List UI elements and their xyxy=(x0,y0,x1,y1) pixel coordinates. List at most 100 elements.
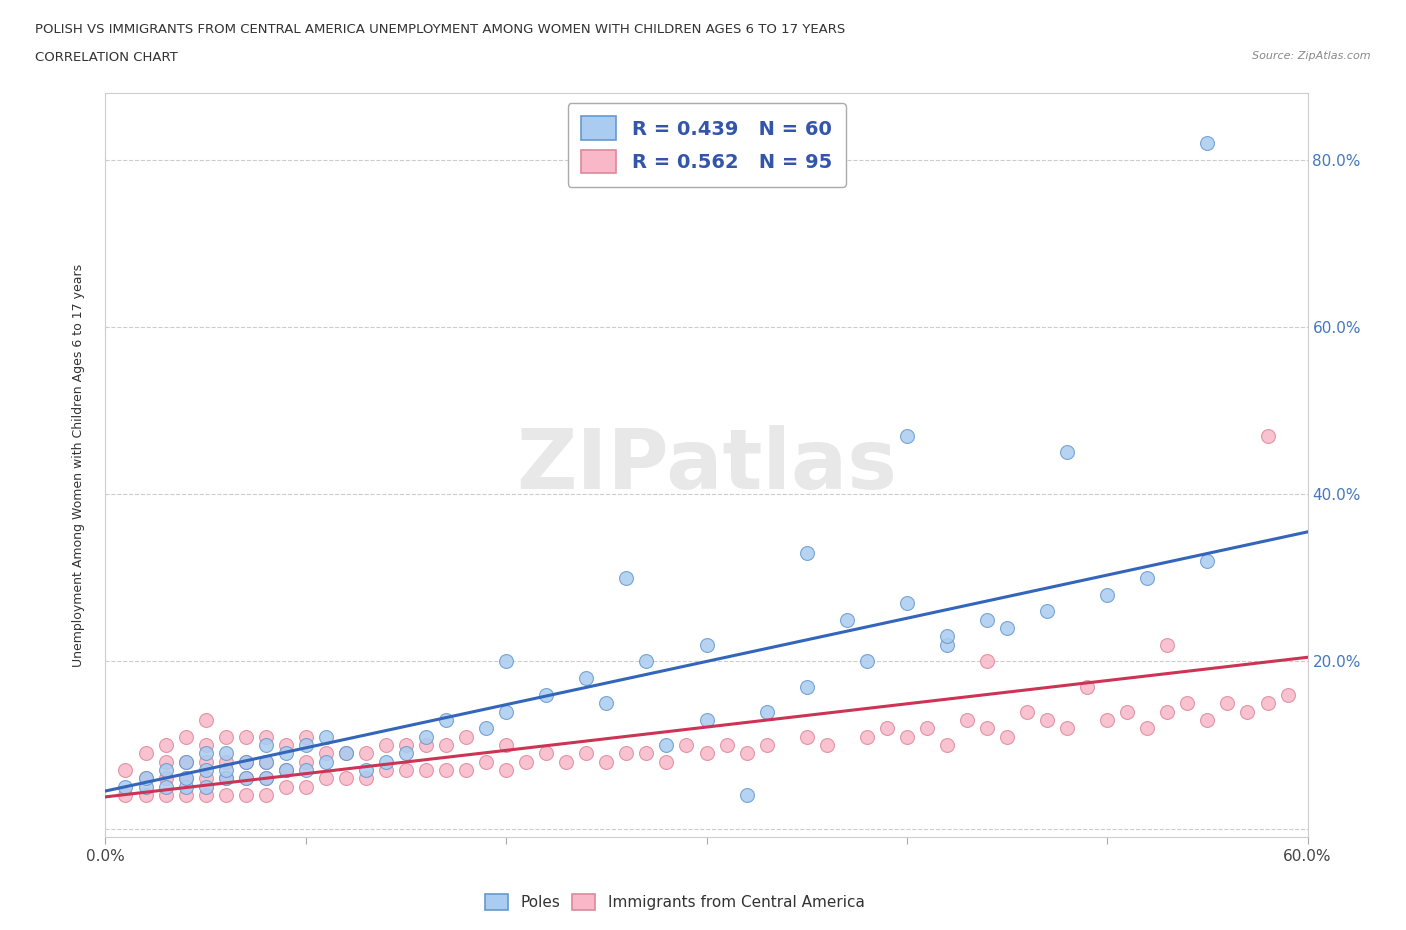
Point xyxy=(1136,721,1159,736)
Point xyxy=(274,746,297,761)
Point xyxy=(174,754,197,769)
Point xyxy=(135,788,157,803)
Point xyxy=(395,763,418,777)
Point xyxy=(696,712,718,727)
Point xyxy=(214,754,236,769)
Point xyxy=(1116,704,1139,719)
Point xyxy=(796,545,818,560)
Point xyxy=(1156,637,1178,652)
Point xyxy=(235,771,257,786)
Point xyxy=(235,729,257,744)
Point xyxy=(716,737,738,752)
Point xyxy=(194,763,217,777)
Point xyxy=(475,721,498,736)
Point xyxy=(374,763,398,777)
Point xyxy=(235,754,257,769)
Point xyxy=(696,746,718,761)
Point xyxy=(295,754,318,769)
Point xyxy=(295,737,318,752)
Point xyxy=(995,729,1018,744)
Point xyxy=(454,729,477,744)
Point xyxy=(174,779,197,794)
Point xyxy=(274,763,297,777)
Point xyxy=(896,729,918,744)
Legend: R = 0.439   N = 60, R = 0.562   N = 95: R = 0.439 N = 60, R = 0.562 N = 95 xyxy=(568,102,845,187)
Point xyxy=(1056,445,1078,460)
Point xyxy=(1197,553,1219,568)
Point xyxy=(315,746,337,761)
Point xyxy=(735,746,758,761)
Point xyxy=(155,779,177,794)
Point xyxy=(1097,587,1119,602)
Point xyxy=(155,788,177,803)
Point xyxy=(495,737,517,752)
Point xyxy=(1097,712,1119,727)
Point xyxy=(335,746,357,761)
Text: ZIPatlas: ZIPatlas xyxy=(516,424,897,506)
Point xyxy=(235,771,257,786)
Point xyxy=(194,754,217,769)
Y-axis label: Unemployment Among Women with Children Ages 6 to 17 years: Unemployment Among Women with Children A… xyxy=(72,263,84,667)
Point xyxy=(114,779,136,794)
Point xyxy=(354,771,377,786)
Point xyxy=(995,620,1018,635)
Point xyxy=(796,679,818,694)
Point xyxy=(495,763,517,777)
Point xyxy=(235,788,257,803)
Point xyxy=(1236,704,1258,719)
Point xyxy=(214,771,236,786)
Point xyxy=(295,779,318,794)
Point xyxy=(495,704,517,719)
Point xyxy=(295,763,318,777)
Text: Source: ZipAtlas.com: Source: ZipAtlas.com xyxy=(1253,51,1371,61)
Point xyxy=(1136,570,1159,585)
Point xyxy=(534,687,557,702)
Point xyxy=(595,696,617,711)
Point xyxy=(534,746,557,761)
Point xyxy=(1036,712,1059,727)
Point xyxy=(735,788,758,803)
Point xyxy=(194,788,217,803)
Point xyxy=(395,737,418,752)
Point xyxy=(254,754,277,769)
Point xyxy=(896,429,918,444)
Point xyxy=(835,612,858,627)
Point xyxy=(214,771,236,786)
Point xyxy=(475,754,498,769)
Point xyxy=(295,729,318,744)
Point xyxy=(1036,604,1059,618)
Point xyxy=(214,763,236,777)
Point xyxy=(755,704,778,719)
Point xyxy=(254,771,277,786)
Point xyxy=(235,754,257,769)
Point xyxy=(214,788,236,803)
Point xyxy=(415,737,437,752)
Point xyxy=(1257,429,1279,444)
Point xyxy=(1156,704,1178,719)
Point xyxy=(956,712,979,727)
Point xyxy=(135,771,157,786)
Point xyxy=(976,612,998,627)
Point xyxy=(174,788,197,803)
Point xyxy=(636,746,658,761)
Text: POLISH VS IMMIGRANTS FROM CENTRAL AMERICA UNEMPLOYMENT AMONG WOMEN WITH CHILDREN: POLISH VS IMMIGRANTS FROM CENTRAL AMERIC… xyxy=(35,23,845,36)
Point xyxy=(194,737,217,752)
Point xyxy=(415,729,437,744)
Point xyxy=(976,654,998,669)
Point xyxy=(274,779,297,794)
Point xyxy=(1277,687,1299,702)
Point xyxy=(155,771,177,786)
Point xyxy=(155,737,177,752)
Point xyxy=(575,671,598,685)
Point xyxy=(395,746,418,761)
Point xyxy=(755,737,778,752)
Point xyxy=(254,771,277,786)
Point xyxy=(454,763,477,777)
Point xyxy=(936,629,959,644)
Point xyxy=(354,746,377,761)
Point xyxy=(274,763,297,777)
Point xyxy=(374,737,398,752)
Point xyxy=(254,788,277,803)
Text: CORRELATION CHART: CORRELATION CHART xyxy=(35,51,179,64)
Point xyxy=(135,746,157,761)
